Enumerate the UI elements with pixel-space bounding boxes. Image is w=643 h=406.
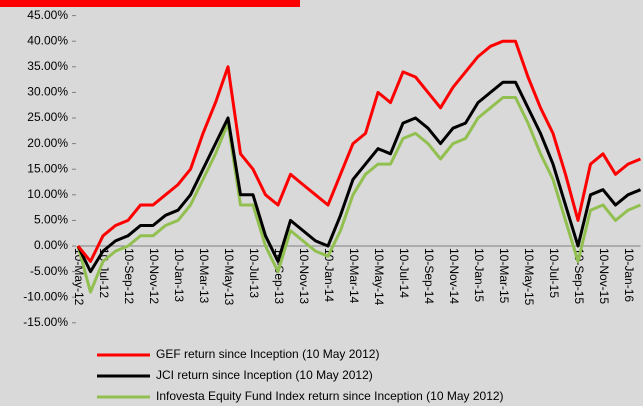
legend-label: Infovesta Equity Fund Index return since… — [156, 389, 504, 403]
x-tick-label: 10-Jul-15 — [547, 248, 561, 298]
header-band — [0, 0, 300, 7]
y-tick-label: 30.00% — [27, 85, 68, 99]
y-tick-label: 45.00% — [27, 8, 68, 22]
y-tick-label: 40.00% — [27, 33, 68, 47]
series-line — [76, 96, 642, 294]
x-tick-label: 10-Jul-13 — [247, 248, 261, 298]
legend-label: JCI return since Inception (10 May 2012) — [156, 368, 373, 382]
x-tick-label: 10-Nov-14 — [447, 248, 461, 304]
x-tick-label: 10-May-15 — [522, 248, 536, 306]
y-tick-label: 20.00% — [27, 136, 68, 150]
series-line — [76, 39, 642, 263]
series-line — [76, 80, 642, 274]
x-tick-label: 10-Sep-12 — [122, 248, 136, 304]
x-tick-label: 10-Jan-14 — [322, 248, 336, 302]
x-tick-label: 10-Mar-15 — [497, 248, 511, 304]
y-tick-label: 35.00% — [27, 59, 68, 73]
x-tick-label: 10-Jul-12 — [97, 248, 111, 298]
legend-label: GEF return since Inception (10 May 2012) — [156, 347, 379, 361]
x-tick-label: 10-May-14 — [372, 248, 386, 306]
y-tick-label: 25.00% — [27, 110, 68, 124]
x-tick-label: 10-Jan-15 — [472, 248, 486, 302]
x-tick-label: 10-Mar-13 — [197, 248, 211, 304]
x-tick-label: 10-Sep-15 — [572, 248, 586, 304]
x-tick-label: 10-Jul-14 — [397, 248, 411, 298]
x-tick-label: 10-May-13 — [222, 248, 236, 306]
y-tick-label: 5.00% — [34, 213, 68, 227]
x-tick-label: 10-Sep-14 — [422, 248, 436, 304]
x-tick-label: 10-Jan-13 — [172, 248, 186, 302]
x-tick-label: 10-Nov-15 — [597, 248, 611, 304]
y-tick-label: 0.00% — [34, 238, 68, 252]
y-tick-label: -10.00% — [23, 289, 68, 303]
y-tick-label: 10.00% — [27, 187, 68, 201]
x-tick-label: 10-Nov-12 — [147, 248, 161, 304]
y-tick-label: -5.00% — [30, 264, 68, 278]
x-tick-label: 10-Jan-16 — [622, 248, 636, 302]
y-tick-label: -15.00% — [23, 315, 68, 329]
x-tick-label: 10-Nov-13 — [297, 248, 311, 304]
y-tick-label: 15.00% — [27, 161, 68, 175]
x-tick-label: 10-Mar-14 — [347, 248, 361, 304]
